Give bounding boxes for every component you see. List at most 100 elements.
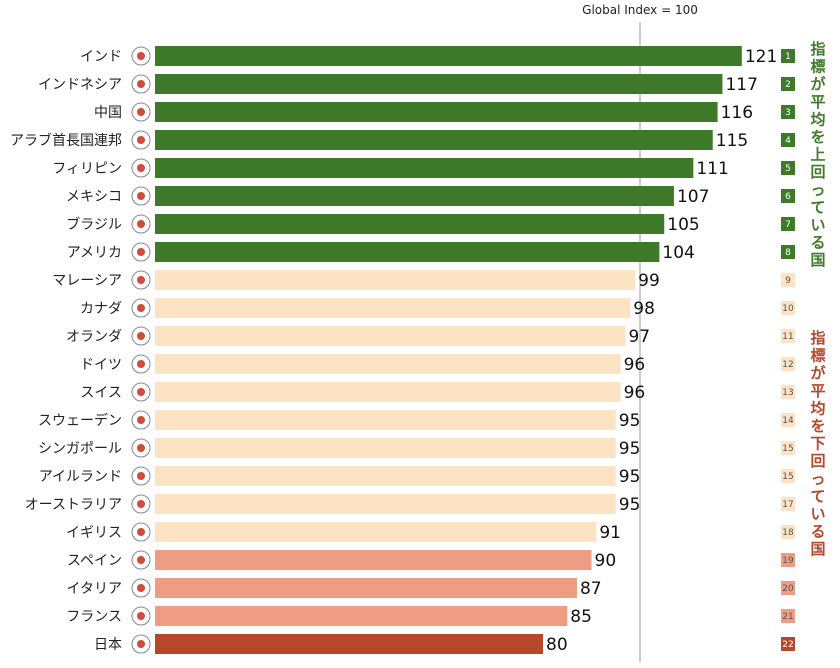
- value-label: 99: [638, 271, 660, 291]
- category-label: カナダ: [80, 301, 122, 317]
- rank-label: 8: [785, 248, 791, 258]
- annotation-above: 指標が平均を上回っている国: [810, 40, 826, 269]
- value-label: 87: [580, 579, 602, 599]
- flag-icon-center: [137, 108, 145, 116]
- rank-badge: [781, 217, 795, 231]
- bar: [155, 158, 694, 178]
- category-label: シンガポール: [38, 441, 122, 457]
- rank-badge: [781, 133, 795, 147]
- bar: [155, 326, 626, 346]
- rank-label: 7: [785, 220, 791, 230]
- value-label: 121: [745, 47, 777, 67]
- rank-badge: [781, 553, 795, 567]
- value-label: 111: [696, 159, 728, 179]
- category-label: アラブ首長国連邦: [10, 132, 122, 149]
- rank-badge: [781, 385, 795, 399]
- rank-label: 5: [785, 164, 791, 174]
- rank-badge: [781, 105, 795, 119]
- bar: [155, 494, 616, 514]
- bar: [155, 578, 577, 598]
- value-label: 116: [721, 103, 753, 123]
- bar: [155, 522, 597, 542]
- category-label: インド: [80, 49, 122, 65]
- rank-badge: [781, 609, 795, 623]
- value-label: 107: [677, 187, 709, 207]
- rank-label: 14: [782, 416, 794, 426]
- value-label: 96: [624, 355, 646, 375]
- bar: [155, 130, 713, 150]
- category-label: スペイン: [67, 553, 122, 569]
- rank-label: 18: [782, 528, 794, 538]
- category-label: マレーシア: [52, 273, 122, 289]
- flag-icon-center: [137, 164, 145, 172]
- rank-label: 15: [782, 444, 793, 454]
- flag-icon-center: [137, 584, 145, 592]
- bar: [155, 606, 568, 626]
- category-label: スウェーデン: [38, 412, 122, 429]
- rank-badge: [781, 301, 795, 315]
- flag-icon-center: [137, 444, 145, 452]
- bar: [155, 550, 592, 570]
- rank-badge: [781, 77, 795, 91]
- rank-label: 1: [785, 52, 791, 62]
- rank-badge: [781, 49, 795, 63]
- rank-badge: [781, 161, 795, 175]
- rank-badge: [781, 329, 795, 343]
- category-label: 中国: [94, 105, 122, 121]
- rank-badge: [781, 441, 795, 455]
- rank-label: 17: [782, 500, 793, 510]
- value-label: 95: [619, 411, 641, 431]
- rank-label: 13: [782, 388, 793, 398]
- rank-badge: [781, 357, 795, 371]
- bar: [155, 214, 665, 234]
- value-label: 115: [716, 131, 748, 151]
- rank-label: 3: [785, 108, 791, 118]
- rank-badge: [781, 245, 795, 259]
- category-label: フランス: [66, 609, 122, 625]
- rank-label: 6: [785, 192, 791, 202]
- category-label: ブラジル: [66, 216, 122, 233]
- bar: [155, 102, 718, 122]
- flag-icon-center: [137, 192, 145, 200]
- rank-label: 4: [785, 136, 791, 146]
- flag-icon-center: [137, 416, 145, 424]
- category-label: ドイツ: [80, 357, 122, 373]
- rank-badge: [781, 413, 795, 427]
- value-label: 95: [619, 467, 641, 487]
- bar: [155, 270, 636, 290]
- rank-badge: [781, 581, 795, 595]
- flag-icon-center: [137, 500, 145, 508]
- value-label: 95: [619, 495, 641, 515]
- flag-icon-center: [137, 388, 145, 396]
- category-label: イタリア: [67, 581, 122, 597]
- category-label: オランダ: [66, 329, 122, 345]
- bar: [155, 382, 621, 402]
- flag-icon-center: [137, 556, 145, 564]
- bar: [155, 634, 543, 654]
- flag-icon-center: [137, 612, 145, 620]
- rank-badge: [781, 189, 795, 203]
- category-label: メキシコ: [66, 189, 122, 205]
- value-label: 105: [667, 215, 699, 235]
- rank-label: 12: [782, 360, 793, 370]
- value-label: 96: [624, 383, 646, 403]
- rank-badge: [781, 273, 795, 287]
- category-label: スイス: [80, 385, 122, 401]
- value-label: 97: [628, 327, 650, 347]
- value-label: 117: [725, 75, 757, 95]
- rank-label: 11: [782, 332, 793, 342]
- value-label: 95: [619, 439, 641, 459]
- bar: [155, 74, 723, 94]
- flag-icon-center: [137, 640, 145, 648]
- category-label: フィリピン: [52, 161, 122, 177]
- bar: [155, 242, 660, 262]
- value-label: 85: [570, 607, 592, 627]
- value-label: 104: [662, 243, 694, 263]
- rank-badge: [781, 497, 795, 511]
- bar: [155, 438, 616, 458]
- flag-icon-center: [137, 136, 145, 144]
- rank-label: 15: [782, 472, 793, 482]
- rank-label: 9: [785, 276, 791, 286]
- flag-icon-center: [137, 304, 145, 312]
